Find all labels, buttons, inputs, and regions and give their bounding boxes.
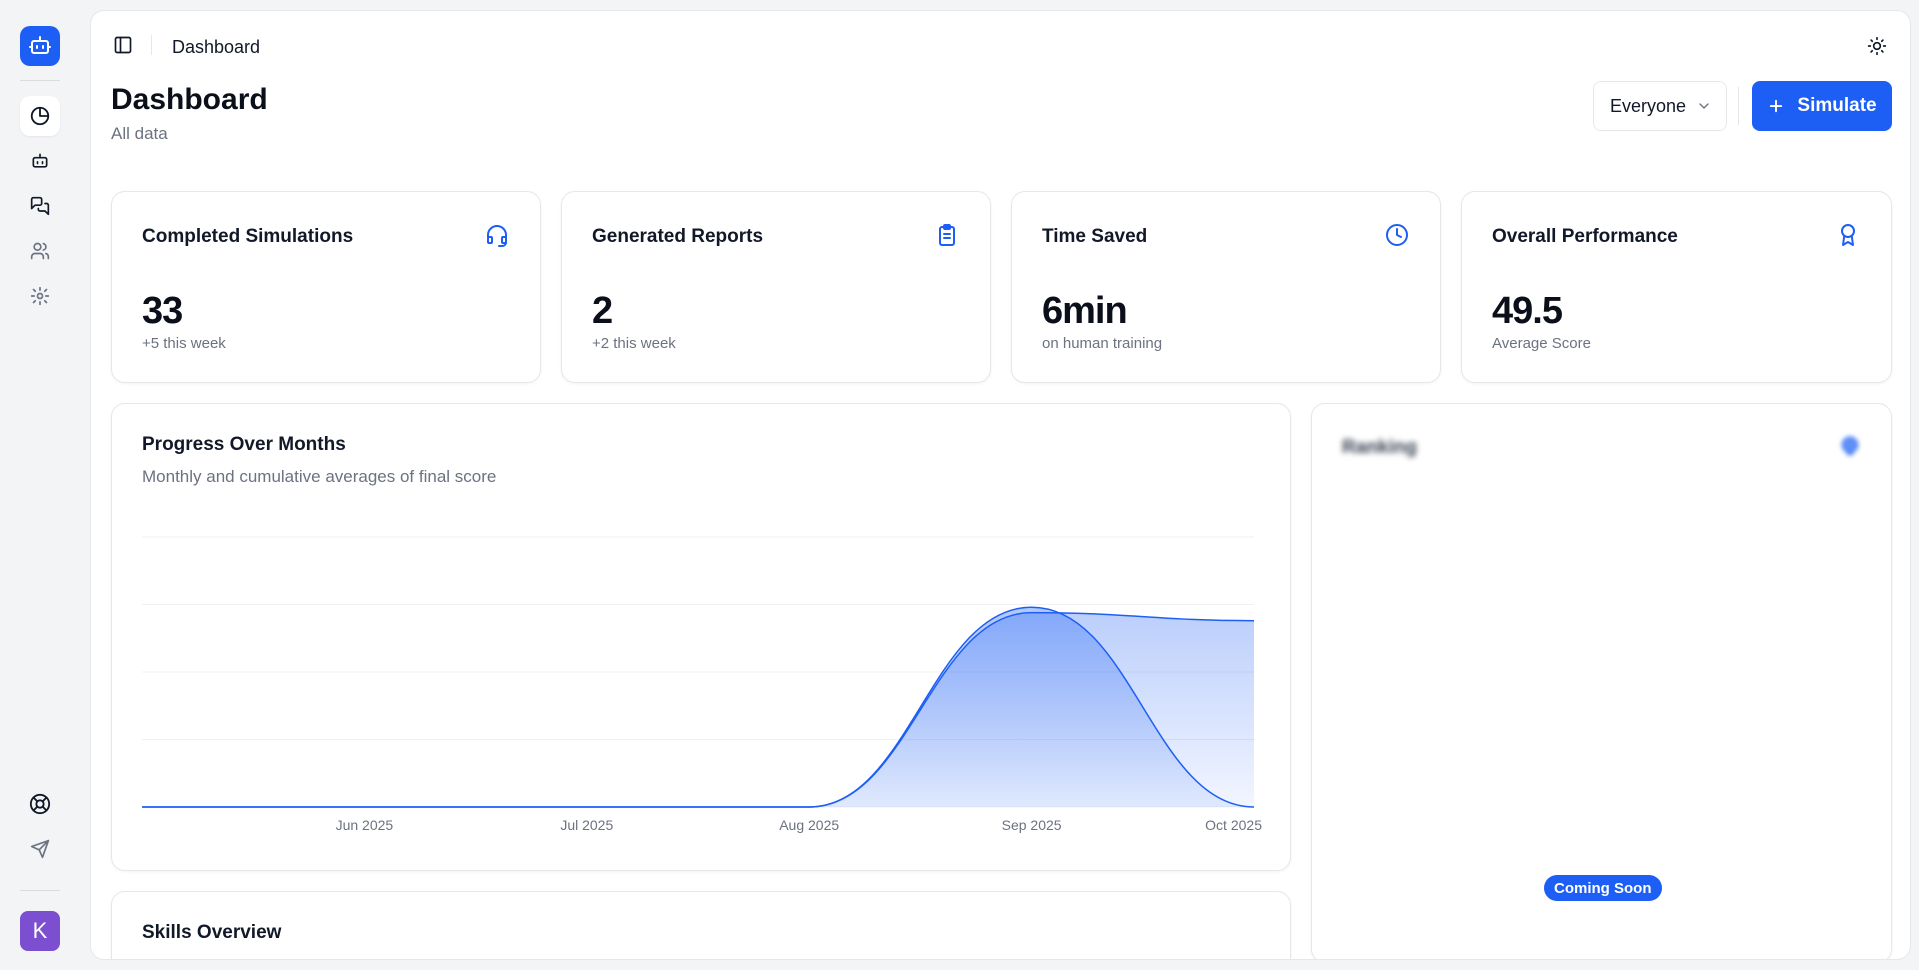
skills-card: Skills Overview xyxy=(111,891,1291,959)
nav-agents[interactable] xyxy=(20,141,60,181)
messages-icon xyxy=(30,196,50,216)
simulate-button-label: Simulate xyxy=(1797,95,1877,116)
ranking-card: Ranking Coming Soon xyxy=(1311,403,1892,959)
page-subtitle: All data xyxy=(111,124,168,143)
sun-icon xyxy=(1867,36,1887,56)
chart-subtitle: Monthly and cumulative averages of final… xyxy=(142,467,497,486)
bot-logo-icon[interactable] xyxy=(20,26,60,66)
rail-divider-bottom xyxy=(20,890,60,891)
stat-label: Generated Reports xyxy=(592,226,764,247)
help-buoy-icon xyxy=(29,793,51,815)
bot-icon xyxy=(32,153,48,168)
ranking-title: Ranking xyxy=(1342,437,1417,458)
main-panel: Dashboard Dashboard All data Everyone Si… xyxy=(90,10,1911,960)
coming-soon-badge: Coming Soon xyxy=(1544,875,1662,901)
plus-icon xyxy=(1770,99,1783,113)
stat-label: Overall Performance xyxy=(1492,226,1678,247)
progress-chart-card: Progress Over Months Monthly and cumulat… xyxy=(111,403,1291,871)
stat-sub: +2 this week xyxy=(592,335,676,352)
chevron-down-icon xyxy=(1699,103,1709,109)
stat-card-reports: Generated Reports 2 +2 this week xyxy=(561,191,991,383)
breadcrumb[interactable]: Dashboard xyxy=(172,37,261,57)
users-icon xyxy=(30,242,50,260)
stat-sub: on human training xyxy=(1042,335,1163,352)
stat-sub: Average Score xyxy=(1492,335,1591,352)
stat-value: 2 xyxy=(592,290,613,332)
topbar-divider xyxy=(151,35,152,55)
award-icon xyxy=(1835,222,1861,248)
nav-conversations[interactable] xyxy=(20,186,60,226)
stat-card-performance: Overall Performance 49.5 Average Score xyxy=(1461,191,1892,383)
nav-users[interactable] xyxy=(20,231,60,271)
chart-series-area-1 xyxy=(142,607,1254,807)
audience-select-value: Everyone xyxy=(1610,95,1687,116)
send-icon xyxy=(30,839,50,859)
gear-icon xyxy=(30,286,50,306)
chart-x-tick-label: Jun 2025 xyxy=(336,817,394,833)
header-divider xyxy=(1738,87,1739,125)
stat-value: 49.5 xyxy=(1492,290,1563,332)
chart-series-line-1[interactable] xyxy=(142,606,1255,808)
stat-card-simulations: Completed Simulations 33 +5 this week xyxy=(111,191,541,383)
stat-value: 6min xyxy=(1042,290,1128,332)
sidebar-toggle-icon xyxy=(114,36,132,54)
page-title: Dashboard xyxy=(111,83,268,116)
stat-card-time-saved: Time Saved 6min on human training xyxy=(1011,191,1441,383)
nav-feedback[interactable] xyxy=(20,829,60,869)
chart-title: Progress Over Months xyxy=(142,434,346,455)
stat-sub: +5 this week xyxy=(142,335,226,352)
nav-help[interactable] xyxy=(20,784,60,824)
nav-settings[interactable] xyxy=(20,276,60,316)
simulate-button[interactable]: Simulate xyxy=(1752,81,1892,131)
user-avatar[interactable]: K xyxy=(20,911,60,951)
audience-select[interactable]: Everyone xyxy=(1593,81,1727,131)
pie-chart-icon xyxy=(30,106,50,126)
trophy-icon xyxy=(1841,436,1859,456)
clipboard-icon xyxy=(934,222,960,248)
stat-label: Completed Simulations xyxy=(142,226,354,247)
icon-rail: K xyxy=(0,0,80,970)
top-bar: Dashboard xyxy=(91,11,1910,67)
theme-toggle-button[interactable] xyxy=(1864,33,1890,59)
chart-x-tick-label: Jul 2025 xyxy=(560,817,613,833)
headset-icon xyxy=(484,222,510,248)
rail-divider xyxy=(20,80,60,81)
chart-x-tick-label: Sep 2025 xyxy=(1002,817,1062,833)
sidebar-toggle-button[interactable] xyxy=(111,33,135,57)
clock-icon xyxy=(1384,222,1410,248)
nav-dashboard[interactable] xyxy=(20,96,60,136)
stat-label: Time Saved xyxy=(1042,226,1148,247)
chart-x-tick-label: Aug 2025 xyxy=(779,817,839,833)
stat-value: 33 xyxy=(142,290,183,332)
progress-chart: Jun 2025 Jul 2025 Aug 2025 Sep 2025 Oct 2025 xyxy=(142,536,1262,833)
chart-x-tick-label: Oct 2025 xyxy=(1205,817,1262,833)
skills-title: Skills Overview xyxy=(142,922,282,943)
